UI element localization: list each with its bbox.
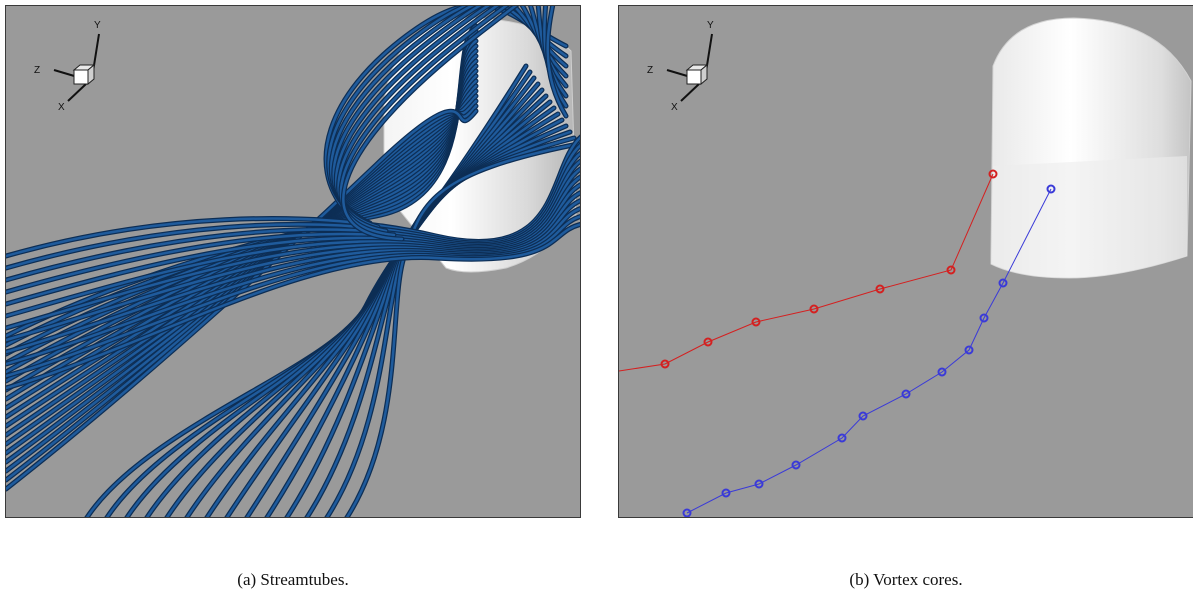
blue-core-marker: [901, 389, 911, 399]
y-axis-label: Y: [94, 20, 101, 31]
caption-streamtubes: (a) Streamtubes.: [237, 570, 349, 589]
streamtube-highlight: [6, 183, 580, 330]
blue-core-marker: [937, 367, 947, 377]
vortex-core-lines: [619, 169, 1056, 517]
red-core-marker: [809, 304, 819, 314]
red-core-marker: [946, 265, 956, 275]
blue-core-marker: [721, 488, 731, 498]
blue-core-marker: [964, 345, 974, 355]
z-axis-label: Z: [647, 65, 653, 76]
blue-core-line: [686, 188, 1052, 514]
blue-core-marker: [998, 278, 1008, 288]
streamtubes-render: Y Z X: [6, 6, 580, 517]
streamtube-highlight: [6, 215, 580, 378]
blue-core-marker: [837, 433, 847, 443]
vortex-cores-panel: Y Z X: [618, 5, 1193, 518]
streamtube-highlight: [6, 191, 580, 342]
streamtube-highlight: [6, 199, 580, 354]
blue-core-marker: [979, 313, 989, 323]
red-core-marker: [988, 169, 998, 179]
axis-triad: Y Z X: [34, 20, 101, 113]
red-core-marker: [875, 284, 885, 294]
blue-core-marker: [682, 508, 692, 517]
vortex-cores-render: Y Z X: [619, 17, 1192, 517]
streamtube-highlight: [6, 175, 580, 318]
blue-core-marker: [791, 460, 801, 470]
streamtube-highlight: [6, 109, 478, 491]
blue-core-marker: [858, 411, 868, 421]
caption-vortex-cores: (b) Vortex cores.: [849, 570, 963, 589]
red-core-marker: [751, 317, 761, 327]
streamtube-highlight: [6, 223, 580, 390]
z-axis-label: Z: [34, 65, 40, 76]
streamtube-bundle: [6, 6, 580, 517]
blue-core-marker: [1046, 184, 1056, 194]
red-core-line: [619, 173, 994, 372]
blue-core-marker: [754, 479, 764, 489]
x-axis-label: X: [671, 102, 678, 113]
y-axis-label: Y: [707, 20, 714, 31]
red-core-marker: [660, 359, 670, 369]
streamtubes-panel: Y Z X: [5, 5, 581, 518]
axis-triad: Y Z X: [647, 20, 714, 113]
x-axis-label: X: [58, 102, 65, 113]
red-core-marker: [703, 337, 713, 347]
streamtube-highlight: [342, 6, 568, 241]
streamtube-highlight: [6, 207, 580, 366]
